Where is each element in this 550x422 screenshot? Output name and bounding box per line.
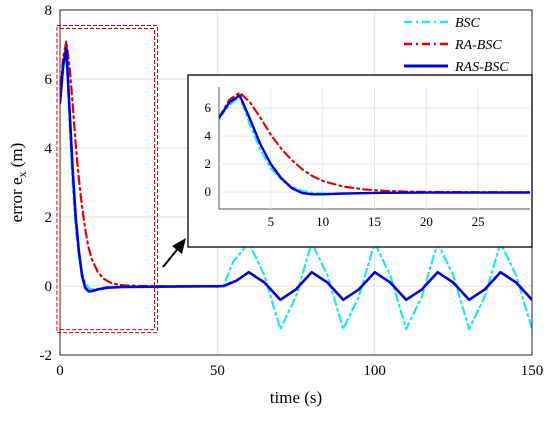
inset-x-tick-label: 20 [420,214,433,229]
y-tick-label: 6 [45,72,53,88]
x-tick-label: 100 [363,363,386,379]
legend-label: RA-BSC [454,38,502,53]
inset-y-tick-label: 2 [205,156,212,171]
series-line-ras-bsc [60,46,532,302]
inset-x-tick-label: 15 [368,214,381,229]
x-tick-label: 50 [210,363,225,379]
y-tick-label: 2 [45,210,53,226]
inset-y-tick-label: 0 [205,184,212,199]
y-tick-label: -2 [40,348,53,364]
legend: BSC RA-BSC RAS-BSC [404,16,509,75]
zoom-arrow [162,238,186,268]
x-tick-label: 150 [521,363,544,379]
legend-label: BSC [455,16,481,31]
y-tick-label: 0 [45,279,53,295]
arrow-head [172,238,186,254]
inset-series-line-ra-bsc [219,91,530,194]
inset-series [219,91,530,196]
inset-x-tick-label: 5 [268,214,275,229]
inset-y-tick-label: 4 [205,128,212,143]
inset-ticks: 5 10 15 20 25 0 2 4 6 [205,100,485,229]
inset-plot: 5 10 15 20 25 0 2 4 6 [187,74,533,248]
y-axis-title-subscript: x [15,171,29,177]
inset-series-line-ras-bsc [219,94,530,196]
inset-x-tick-label: 10 [316,214,329,229]
x-tick-label: 0 [56,363,64,379]
inset-y-tick-label: 6 [205,100,212,115]
legend-label: RAS-BSC [454,60,509,75]
x-axis-title: time (s) [270,388,322,407]
y-axis-title: error ex (m) [7,143,29,223]
main-series [60,40,532,331]
y-axis-title-main: error e [7,177,26,222]
y-tick-label: 8 [45,3,53,19]
y-axis-title-unit: (m) [7,143,26,172]
inset-x-tick-label: 25 [472,214,485,229]
inset-background [187,74,533,248]
zoom-highlight-box [56,25,159,334]
highlight-frame [56,25,159,334]
y-tick-label: 4 [45,141,53,157]
